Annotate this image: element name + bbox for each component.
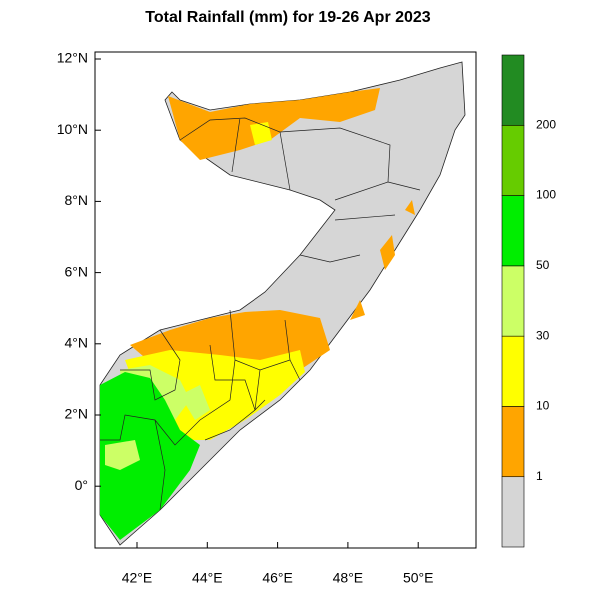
colorbar-swatch (501, 476, 525, 548)
lat-label: 12°N (57, 50, 88, 66)
lon-label: 48°E (333, 570, 364, 586)
map-frame (94, 51, 477, 549)
lat-label: 8°N (65, 192, 89, 208)
lat-label: 6°N (65, 263, 89, 279)
lat-label: 4°N (65, 335, 89, 351)
colorbar-swatch (501, 54, 525, 126)
lon-label: 42°E (122, 570, 153, 586)
colorbar-label: 100 (536, 188, 556, 202)
colorbar-swatch (501, 335, 525, 407)
lat-label: 10°N (57, 121, 88, 137)
admin-boundaries (100, 117, 421, 511)
colorbar-swatch (501, 195, 525, 267)
rain-zone-orange (168, 88, 380, 160)
rain-zone-orange (350, 200, 415, 320)
lat-label: 0° (75, 477, 88, 493)
colorbar-label: 1 (536, 469, 543, 483)
rain-zone-green (100, 372, 200, 540)
colorbar-swatch (501, 265, 525, 337)
lon-label: 46°E (262, 570, 293, 586)
colorbar: 1 10 30 50 100 200 (501, 54, 556, 548)
map-area (94, 51, 477, 549)
rain-zone-lightgreen (105, 385, 210, 470)
colorbar-label: 10 (536, 399, 550, 413)
colorbar-label: 50 (536, 258, 550, 272)
colorbar-swatch (501, 124, 525, 196)
colorbar-label: 200 (536, 117, 556, 131)
colorbar-swatch (501, 406, 525, 478)
colorbar-label: 30 (536, 328, 550, 342)
lon-label: 50°E (403, 570, 434, 586)
lon-label: 44°E (192, 570, 223, 586)
rain-zone-yellow (250, 122, 272, 145)
map-title: Total Rainfall (mm) for 19-26 Apr 2023 (145, 9, 431, 26)
lat-label: 2°N (65, 406, 89, 422)
axis-ticks: 12°N 10°N 8°N 6°N 4°N 2°N 0° 42°E 44°E 46°E 48°E 50… (57, 50, 434, 586)
